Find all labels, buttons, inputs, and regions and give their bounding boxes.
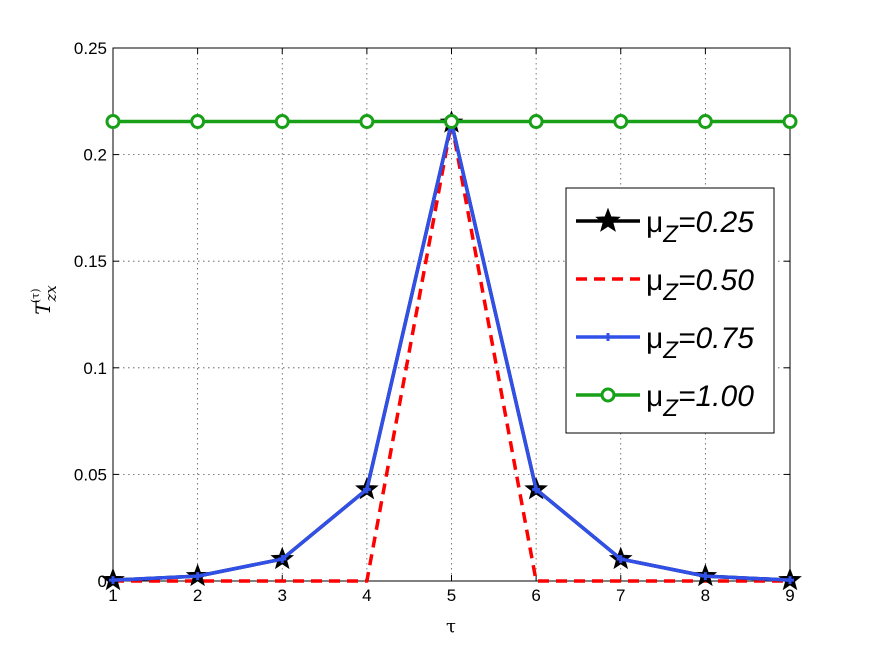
plus-marker xyxy=(532,485,541,494)
series-layer xyxy=(101,110,802,591)
legend-subscript: Z xyxy=(662,337,679,364)
legend-entry: μZ=0.50 xyxy=(576,264,754,306)
x-axis-label: τ xyxy=(446,616,456,637)
plus-marker xyxy=(278,555,287,564)
legend-subscript: Z xyxy=(662,395,679,422)
legend-label: μZ=1.00 xyxy=(646,380,754,422)
legend-mu: μ xyxy=(646,264,663,297)
plus-marker xyxy=(193,572,202,581)
legend-value: =1.00 xyxy=(678,380,754,413)
y-tick-label: 0.1 xyxy=(83,359,107,378)
legend-entry: μZ=1.00 xyxy=(576,380,754,422)
legend-subscript: Z xyxy=(662,279,679,306)
x-tick-label: 7 xyxy=(616,586,625,605)
y-tick-label: 0.05 xyxy=(74,465,107,484)
x-tick-label: 6 xyxy=(531,586,540,605)
y-tick-label: 0.25 xyxy=(74,39,107,58)
circle-marker xyxy=(274,114,290,130)
y-tick-label: 0.15 xyxy=(74,252,107,271)
plus-marker xyxy=(109,576,117,585)
svg-text:Tzx(τ): Tzx(τ) xyxy=(29,285,60,315)
circle-marker xyxy=(600,387,616,403)
plus-marker xyxy=(701,572,710,581)
legend-box xyxy=(565,187,775,434)
circle-marker xyxy=(105,114,121,130)
circle-marker xyxy=(697,114,713,130)
legend-label: μZ=0.50 xyxy=(646,264,754,306)
circle-marker xyxy=(782,114,798,130)
x-tick-label: 4 xyxy=(362,586,371,605)
legend-value: =0.50 xyxy=(678,264,754,297)
circle-marker xyxy=(528,114,544,130)
x-tick-label: 8 xyxy=(701,586,710,605)
y-axis-label-sub: zx xyxy=(42,285,60,303)
circle-marker xyxy=(613,114,629,130)
circle-marker xyxy=(359,114,375,130)
legend-entry: μZ=0.25 xyxy=(576,206,754,248)
y-axis-label-sup: (τ) xyxy=(29,288,42,303)
x-tick-label: 1 xyxy=(108,586,117,605)
circle-marker xyxy=(444,114,459,130)
plus-marker xyxy=(786,576,794,585)
legend-entry: μZ=0.75 xyxy=(576,322,754,364)
axis-ticks: 1 2 3 4 5 6 7 8 9 0 0.05 0.1 0.15 0.2 0.25 xyxy=(74,39,795,605)
circle-marker xyxy=(190,114,206,130)
plus-marker xyxy=(362,485,371,494)
legend-subscript: Z xyxy=(662,221,679,248)
y-axis-label: Tzx(τ) xyxy=(29,285,60,315)
legend-mu: μ xyxy=(646,206,663,239)
x-tick-label: 3 xyxy=(278,586,287,605)
legend-value: =0.75 xyxy=(678,322,754,355)
legend-label: μZ=0.75 xyxy=(646,322,754,364)
legend-label: μZ=0.25 xyxy=(646,206,754,248)
x-tick-label: 9 xyxy=(785,586,794,605)
legend-mu: μ xyxy=(646,322,663,355)
star-marker xyxy=(595,207,621,232)
x-tick-label: 5 xyxy=(447,586,456,605)
x-tick-label: 2 xyxy=(193,586,202,605)
plus-marker xyxy=(616,555,625,564)
legend-mu: μ xyxy=(646,380,663,413)
y-axis-label-main: T xyxy=(31,300,55,315)
plus-marker xyxy=(604,333,612,341)
y-tick-label: 0.2 xyxy=(83,146,107,165)
series-1.00 xyxy=(105,114,798,130)
legend-value: =0.25 xyxy=(678,206,754,239)
y-tick-label: 0 xyxy=(98,572,107,591)
